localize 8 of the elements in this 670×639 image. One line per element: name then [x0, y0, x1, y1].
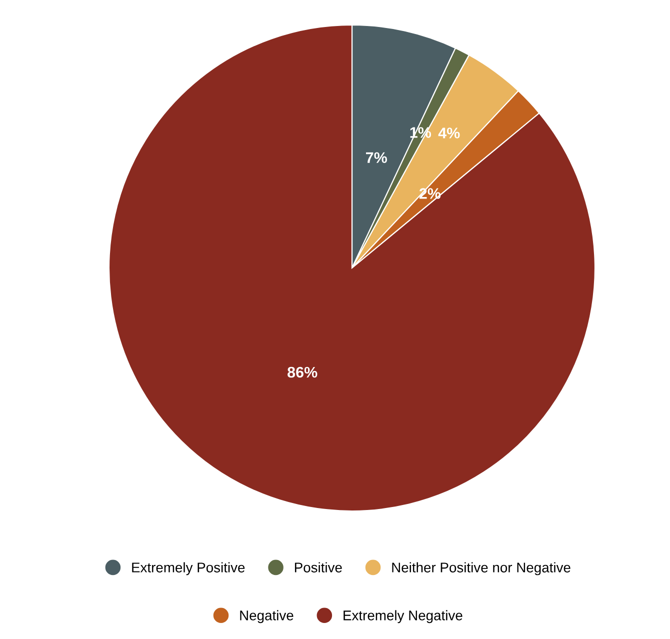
data-label: 4%: [438, 128, 460, 138]
legend-label: Extremely Positive: [132, 562, 245, 576]
legend-label: Positive: [294, 562, 342, 572]
data-label: 7%: [366, 152, 388, 163]
legend-label: Extremely Negative: [344, 610, 462, 624]
legend-label: Negative: [240, 610, 294, 624]
legend-label: Neither Positive nor Negative: [392, 562, 570, 576]
data-label: 86%: [288, 366, 318, 378]
